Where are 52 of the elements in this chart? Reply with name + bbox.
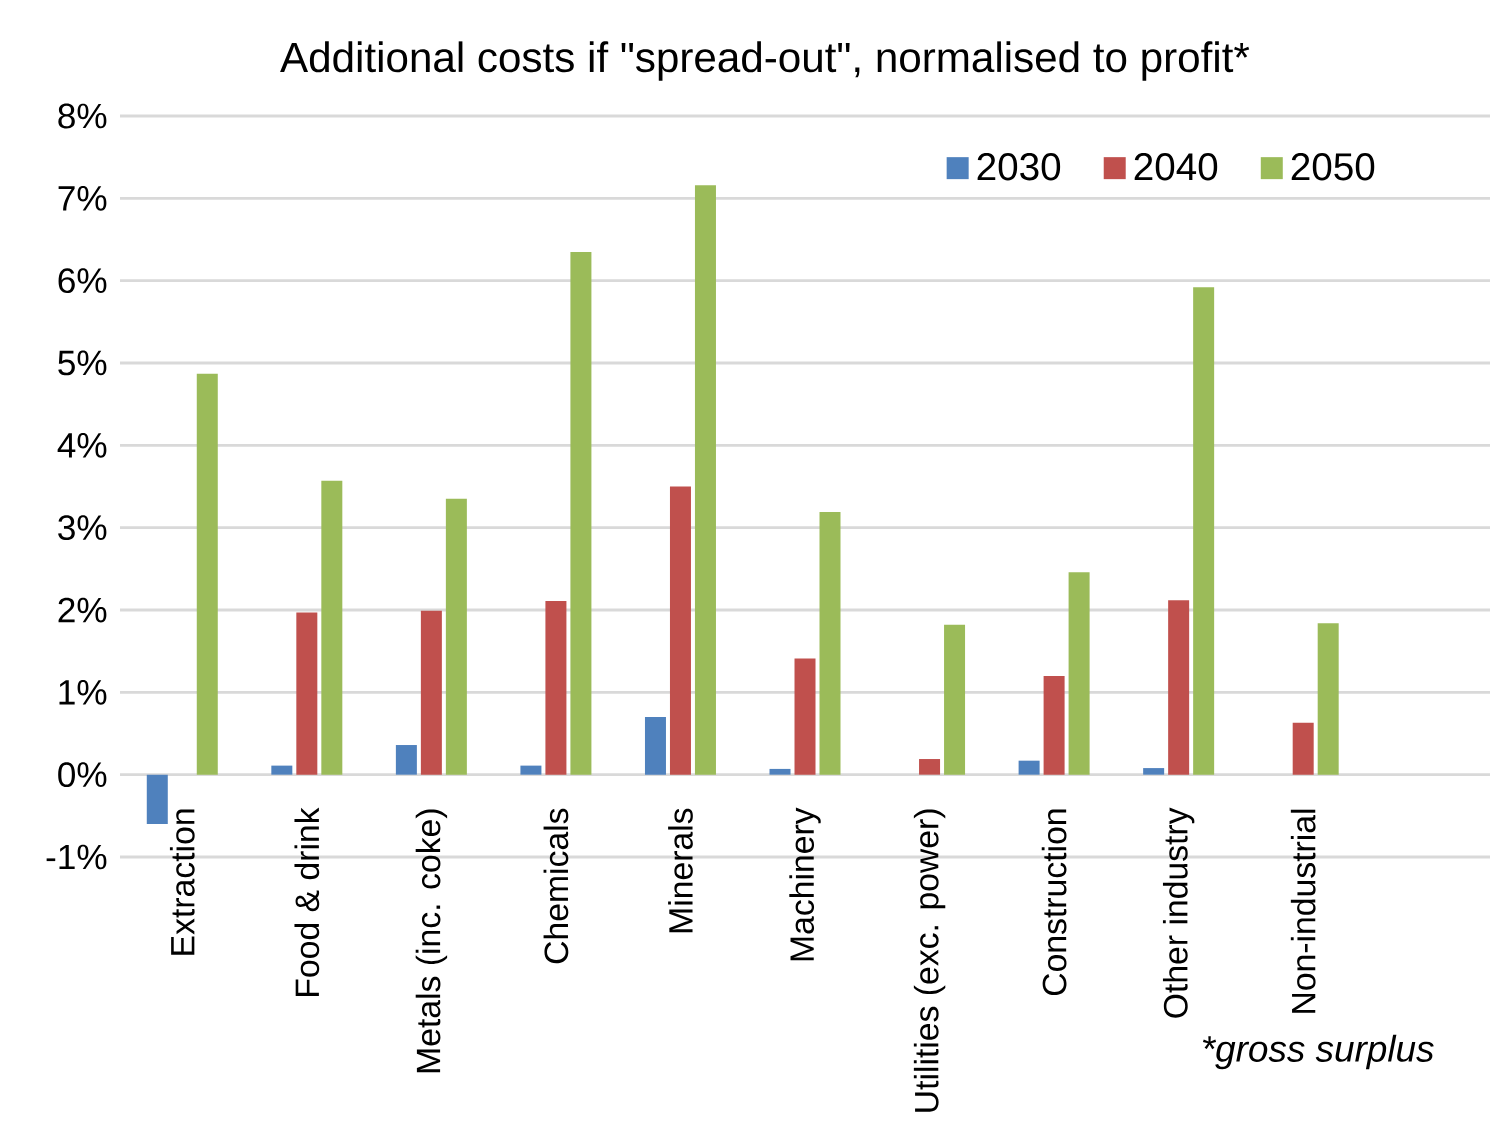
y-tick-label: -1% <box>46 844 107 870</box>
y-tick-label: 5% <box>58 350 107 376</box>
y-tick-label: 7% <box>58 186 107 211</box>
bar <box>1068 572 1090 775</box>
bar <box>669 486 691 775</box>
bar <box>944 624 966 775</box>
x-tick-label: Metals (inc. coke) <box>415 809 448 1073</box>
y-tick-label: 1% <box>59 680 107 705</box>
x-tick-label: Construction <box>1041 809 1067 996</box>
bar <box>919 759 941 775</box>
bar <box>321 480 343 775</box>
bar <box>1193 287 1215 775</box>
bar <box>644 717 666 775</box>
bar <box>769 768 791 775</box>
bar <box>1292 722 1314 775</box>
x-tick-label: Extraction <box>169 809 195 955</box>
legend-label: 2040 <box>1134 153 1218 181</box>
y-tick-label: 0% <box>58 762 107 788</box>
y-tick-label: 6% <box>58 268 107 294</box>
bar <box>196 373 218 775</box>
bar <box>819 512 841 775</box>
bar <box>296 612 318 775</box>
text: *gross surplus <box>1202 1034 1434 1070</box>
bar <box>794 658 816 775</box>
bar <box>420 610 442 775</box>
x-tick-label: Food & drink <box>294 807 320 996</box>
legend-label: 2030 <box>977 153 1061 181</box>
x-tick-label: Other industry <box>1162 807 1195 1018</box>
x-tick-label: Non-industrial <box>1290 809 1316 1013</box>
bar <box>570 251 592 775</box>
bar <box>694 185 716 775</box>
bar <box>395 745 417 775</box>
x-tick-label: Machinery <box>789 807 821 961</box>
bar <box>445 498 467 775</box>
x-tick-label: Chemicals <box>543 808 569 964</box>
y-tick-label: 3% <box>58 515 107 541</box>
legend-label: 2050 <box>1291 153 1375 181</box>
bar <box>1043 675 1065 775</box>
y-tick-label: 2% <box>58 597 107 623</box>
y-tick-label: 8% <box>58 103 107 129</box>
bar <box>1168 600 1190 775</box>
bar <box>146 774 168 825</box>
bar <box>1018 760 1040 775</box>
bar <box>1317 623 1339 775</box>
y-tick-label: 4% <box>57 433 107 458</box>
bar <box>271 765 293 775</box>
chart-title: Additional costs if "spread-out", normalised to profit* <box>280 41 1250 81</box>
bar <box>545 600 567 775</box>
x-tick-label: Minerals <box>668 808 693 933</box>
x-tick-label: Utilities (exc. power) <box>913 809 946 1112</box>
bar <box>1143 768 1165 775</box>
bar <box>520 765 542 775</box>
